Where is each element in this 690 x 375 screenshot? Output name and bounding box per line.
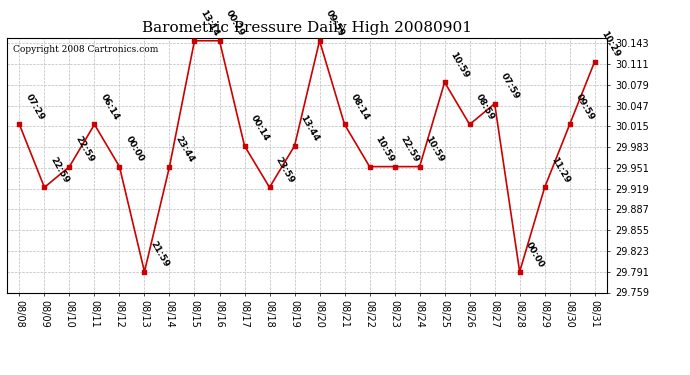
Point — [539, 184, 550, 190]
Text: 13:44: 13:44 — [299, 114, 321, 143]
Text: 09:59: 09:59 — [324, 9, 346, 38]
Point — [239, 143, 250, 149]
Text: 08:14: 08:14 — [348, 92, 371, 122]
Point — [514, 269, 525, 275]
Point — [64, 164, 75, 170]
Point — [564, 122, 575, 128]
Text: 21:59: 21:59 — [148, 240, 171, 269]
Point — [339, 122, 350, 128]
Text: 10:59: 10:59 — [448, 50, 471, 80]
Text: 13:14: 13:14 — [199, 9, 221, 38]
Point — [39, 184, 50, 190]
Point — [139, 269, 150, 275]
Point — [414, 164, 425, 170]
Point — [314, 38, 325, 44]
Text: 07:59: 07:59 — [499, 72, 521, 101]
Text: 22:59: 22:59 — [399, 135, 421, 164]
Text: 10:59: 10:59 — [424, 135, 446, 164]
Point — [589, 58, 600, 64]
Text: 11:29: 11:29 — [549, 155, 571, 184]
Text: 08:59: 08:59 — [474, 92, 496, 122]
Point — [364, 164, 375, 170]
Point — [114, 164, 125, 170]
Point — [164, 164, 175, 170]
Text: 10:59: 10:59 — [374, 135, 396, 164]
Text: 00:00: 00:00 — [524, 240, 546, 269]
Text: 23:44: 23:44 — [174, 134, 196, 164]
Text: 06:14: 06:14 — [99, 92, 121, 122]
Title: Barometric Pressure Daily High 20080901: Barometric Pressure Daily High 20080901 — [142, 21, 472, 35]
Point — [439, 79, 450, 85]
Point — [389, 164, 400, 170]
Point — [289, 143, 300, 149]
Text: 07:29: 07:29 — [23, 92, 46, 122]
Point — [214, 38, 225, 44]
Text: 09:59: 09:59 — [574, 92, 596, 122]
Text: 10:29: 10:29 — [599, 30, 621, 59]
Text: 22:59: 22:59 — [48, 155, 71, 184]
Text: Copyright 2008 Cartronics.com: Copyright 2008 Cartronics.com — [13, 45, 158, 54]
Text: 00:00: 00:00 — [124, 135, 146, 164]
Text: 22:59: 22:59 — [74, 135, 96, 164]
Text: 23:59: 23:59 — [274, 155, 296, 184]
Point — [14, 122, 25, 128]
Point — [489, 100, 500, 106]
Point — [264, 184, 275, 190]
Point — [89, 122, 100, 128]
Point — [464, 122, 475, 128]
Text: 00:14: 00:14 — [248, 114, 270, 143]
Point — [189, 38, 200, 44]
Text: 00:29: 00:29 — [224, 9, 246, 38]
